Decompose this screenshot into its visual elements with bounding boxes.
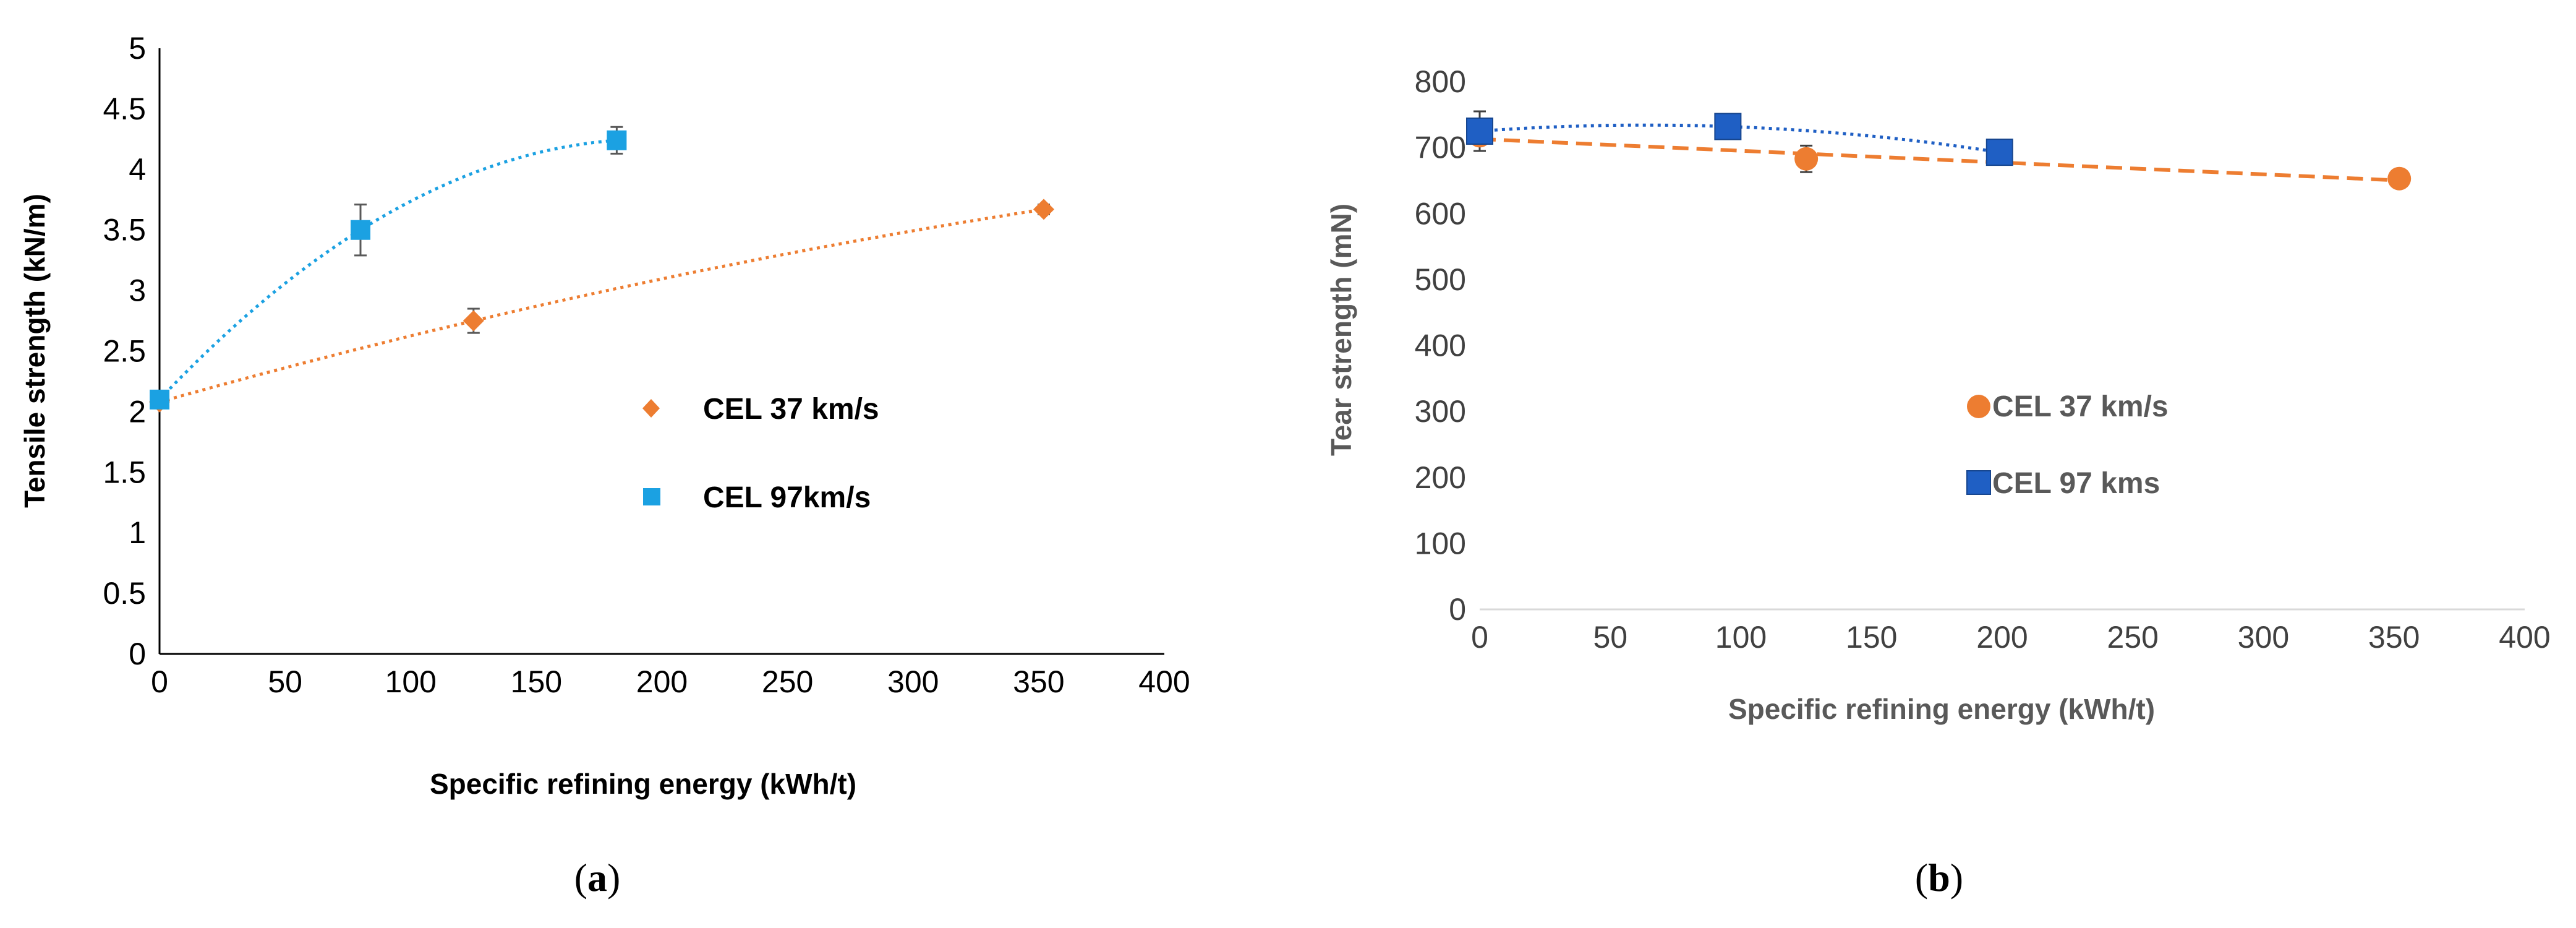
panel-b-x-tick-label: 350 (2368, 620, 2420, 655)
panel-a-x-axis-title: Specific refining energy (kWh/t) (430, 768, 856, 800)
panel-a-legend-diamond-marker (642, 399, 660, 418)
panel-b-point-series-1 (1714, 113, 1742, 140)
panel-a-x-tick-label: 400 (1138, 664, 1190, 699)
panel-a-y-tick-label: 1 (129, 515, 146, 550)
panel-a-trendline-series-0 (159, 207, 1044, 404)
panel-b-x-tick-label: 300 (2238, 620, 2289, 655)
panel-a-point-series-1 (607, 130, 627, 150)
panel-b-x-tick-label: 0 (1471, 620, 1488, 655)
panel-a-trendlines (158, 139, 1044, 404)
panel-a-legend-item-cel37: CEL 37 km/s (642, 393, 879, 426)
panel-b-x-axis-title: Specific refining energy (kWh/t) (1728, 693, 2155, 725)
panel-a-legend-square-marker (643, 488, 660, 505)
panel-b-y-tick-label: 700 (1415, 131, 1466, 165)
panel-b: 0 100 200 300 400 500 600 700 800 0 50 100 150 200 25… (1325, 64, 2551, 900)
panel-a-x-tick-label: 250 (762, 664, 813, 699)
panel-a-point-series-0 (1033, 199, 1054, 220)
panel-b-y-tick-label: 100 (1415, 526, 1466, 561)
panel-a-x-tick-labels: 0 50 100 150 200 250 300 350 400 (151, 664, 1190, 699)
panel-b-trendlines (1479, 123, 2400, 183)
panel-b-point-series-1 (1985, 139, 2013, 166)
panel-a-y-axis-title: Tensile strength (kN/m) (19, 194, 51, 508)
panel-b-y-tick-label: 500 (1415, 262, 1466, 297)
panel-b-y-tick-labels: 0 100 200 300 400 500 600 700 800 (1415, 64, 1466, 627)
panel-a-y-tick-label: 2 (129, 394, 146, 429)
panel-a-y-tick-label: 4 (129, 152, 146, 187)
panel-b-data-points (1466, 113, 2412, 191)
panel-a-x-tick-label: 350 (1013, 664, 1064, 699)
panel-a-x-tick-label: 100 (385, 664, 437, 699)
panel-a-x-tick-label: 0 (151, 664, 168, 699)
panel-a-legend-label-cel97: CEL 97km/s (703, 481, 871, 514)
panel-a-point-series-1 (351, 220, 370, 240)
panel-a-point-series-1 (150, 389, 169, 410)
panel-b-caption-label: (b) (1915, 856, 1963, 900)
panel-b-y-tick-label: 600 (1415, 196, 1466, 231)
panel-b-legend-square-marker (1966, 470, 1991, 495)
panel-a-x-tick-label: 150 (511, 664, 562, 699)
panel-a: 0 0.5 1 1.5 2 2.5 3 3.5 4 4.5 5 0 50 100 150 200 250 300… (19, 31, 1190, 900)
panel-a-legend-item-cel97: CEL 97km/s (643, 481, 871, 514)
panel-a-legend-label-cel37: CEL 37 km/s (703, 393, 879, 426)
panel-b-legend-label-cel97: CEL 97 kms (1992, 467, 2160, 500)
panel-a-y-tick-label: 3.5 (103, 213, 146, 247)
panel-a-legend: CEL 37 km/s CEL 97km/s (642, 393, 879, 514)
panel-b-point-series-0 (1794, 147, 1819, 171)
panel-b-point-series-1 (1466, 117, 1493, 145)
panel-b-legend-circle-marker (1967, 395, 1990, 418)
panel-a-y-tick-label: 0 (129, 637, 146, 671)
panel-b-legend-item-cel97: CEL 97 kms (1966, 467, 2160, 500)
panel-b-y-tick-label: 800 (1415, 64, 1466, 99)
panel-a-caption-label: (a) (574, 856, 621, 900)
panel-b-x-tick-label: 150 (1846, 620, 1897, 655)
panel-b-x-tick-label: 200 (1976, 620, 2028, 655)
panel-a-y-tick-label: 1.5 (103, 455, 146, 489)
panel-a-x-tick-label: 200 (636, 664, 688, 699)
panel-a-y-tick-label: 3 (129, 273, 146, 308)
panel-a-error-bars (153, 126, 1050, 408)
panel-a-y-tick-label: 4.5 (103, 92, 146, 126)
panel-b-legend: CEL 37 km/s CEL 97 kms (1966, 390, 2169, 500)
panel-a-y-tick-labels: 0 0.5 1 1.5 2 2.5 3 3.5 4 4.5 5 (103, 31, 146, 671)
panel-b-x-tick-label: 50 (1593, 620, 1627, 655)
panel-a-y-tick-label: 2.5 (103, 334, 146, 369)
panel-b-y-tick-label: 200 (1415, 460, 1466, 495)
panel-b-y-tick-label: 400 (1415, 329, 1466, 363)
panel-a-point-series-0 (463, 310, 484, 332)
panel-b-x-tick-label: 250 (2107, 620, 2159, 655)
panel-a-x-tick-label: 50 (268, 664, 302, 699)
panel-b-trendline-series-0 (1479, 137, 2400, 183)
panel-a-y-tick-label: 5 (129, 31, 146, 66)
panel-b-legend-label-cel37: CEL 37 km/s (1992, 390, 2169, 423)
panel-b-x-tick-label: 100 (1715, 620, 1767, 655)
panel-a-y-tick-label: 0.5 (103, 576, 146, 611)
panel-b-point-series-0 (2387, 166, 2412, 191)
panel-b-legend-item-cel37: CEL 37 km/s (1967, 390, 2169, 423)
panel-b-y-tick-label: 300 (1415, 394, 1466, 429)
panel-b-y-axis-title: Tear strength (mN) (1325, 204, 1357, 456)
panel-a-trendline-series-1 (158, 139, 617, 401)
panel-b-x-tick-label: 400 (2499, 620, 2550, 655)
panel-a-data-points (149, 130, 1054, 413)
panel-a-x-tick-label: 300 (887, 664, 939, 699)
panel-b-x-tick-labels: 0 50 100 150 200 250 300 350 400 (1471, 620, 2551, 655)
panel-b-y-tick-label: 0 (1449, 592, 1466, 627)
